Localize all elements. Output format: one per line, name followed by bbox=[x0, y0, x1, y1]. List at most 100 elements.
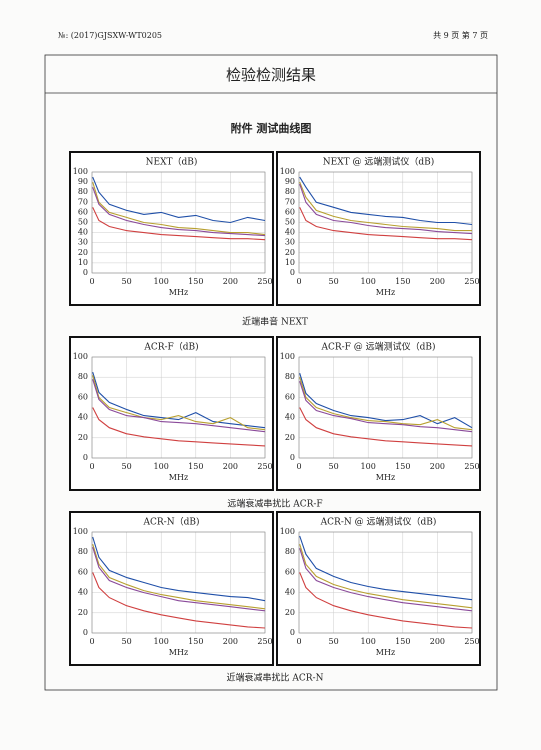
x-axis-label: MHz bbox=[376, 473, 395, 482]
y-tick-label: 80 bbox=[285, 187, 295, 196]
series-line bbox=[299, 572, 473, 629]
series-line bbox=[92, 546, 266, 612]
series-line bbox=[299, 543, 473, 609]
chart-title: ACR-F（dB) bbox=[143, 342, 198, 353]
y-tick-label: 0 bbox=[83, 453, 88, 462]
series-line bbox=[299, 381, 473, 433]
x-axis-label: MHz bbox=[376, 288, 395, 297]
x-tick-label: 150 bbox=[395, 277, 410, 286]
x-tick-label: 150 bbox=[188, 462, 203, 471]
y-tick-label: 80 bbox=[78, 372, 88, 381]
y-tick-label: 60 bbox=[285, 392, 295, 401]
chart-frame bbox=[69, 336, 274, 491]
series-line bbox=[92, 375, 266, 431]
y-tick-label: 90 bbox=[285, 177, 295, 186]
series-line bbox=[299, 377, 473, 431]
series-line bbox=[299, 535, 473, 601]
y-tick-label: 20 bbox=[78, 608, 88, 617]
caption: 近端衰减串扰比 ACR-N bbox=[227, 672, 324, 684]
plot-area bbox=[298, 531, 473, 634]
series-line bbox=[92, 536, 266, 602]
series-line bbox=[299, 207, 473, 241]
x-tick-label: 200 bbox=[430, 277, 445, 286]
x-tick-label: 250 bbox=[257, 277, 272, 286]
y-tick-label: 70 bbox=[285, 197, 295, 206]
plot-area bbox=[91, 171, 266, 274]
x-tick-label: 200 bbox=[223, 637, 238, 646]
x-axis-label: MHz bbox=[169, 288, 188, 297]
x-tick-label: 250 bbox=[257, 462, 272, 471]
x-tick-label: 100 bbox=[361, 277, 376, 286]
series-line bbox=[92, 371, 266, 429]
series-line bbox=[92, 187, 266, 237]
y-tick-label: 100 bbox=[280, 352, 295, 361]
series-line bbox=[92, 407, 266, 447]
y-tick-label: 0 bbox=[83, 628, 88, 637]
y-tick-label: 30 bbox=[285, 238, 295, 247]
x-tick-label: 0 bbox=[89, 277, 94, 286]
doc-title: 检验检测结果 bbox=[226, 66, 316, 84]
chart-frame bbox=[276, 336, 481, 491]
y-tick-label: 60 bbox=[78, 392, 88, 401]
x-tick-label: 50 bbox=[122, 462, 132, 471]
y-tick-label: 50 bbox=[78, 218, 88, 227]
chart-title: NEXT（dB) bbox=[146, 157, 198, 168]
y-tick-label: 20 bbox=[285, 248, 295, 257]
x-axis-label: MHz bbox=[169, 648, 188, 657]
x-axis-label: MHz bbox=[169, 473, 188, 482]
x-tick-label: 0 bbox=[89, 637, 94, 646]
x-tick-label: 0 bbox=[296, 462, 301, 471]
plot-area bbox=[91, 531, 266, 634]
x-tick-label: 200 bbox=[430, 637, 445, 646]
y-tick-label: 50 bbox=[285, 218, 295, 227]
x-tick-label: 50 bbox=[329, 637, 339, 646]
x-axis-label: MHz bbox=[376, 648, 395, 657]
y-tick-label: 100 bbox=[280, 527, 295, 536]
y-tick-label: 40 bbox=[78, 413, 88, 422]
x-tick-label: 200 bbox=[223, 462, 238, 471]
x-tick-label: 0 bbox=[89, 462, 94, 471]
x-tick-label: 150 bbox=[188, 277, 203, 286]
y-tick-label: 80 bbox=[285, 547, 295, 556]
x-tick-label: 250 bbox=[464, 277, 479, 286]
y-tick-label: 20 bbox=[78, 433, 88, 442]
x-tick-label: 100 bbox=[154, 462, 169, 471]
y-tick-label: 100 bbox=[73, 352, 88, 361]
y-tick-label: 40 bbox=[78, 588, 88, 597]
series-line bbox=[299, 548, 473, 612]
y-tick-label: 0 bbox=[290, 628, 295, 637]
series-line bbox=[92, 207, 266, 241]
plot-area bbox=[91, 356, 266, 459]
x-tick-label: 150 bbox=[395, 637, 410, 646]
y-tick-label: 40 bbox=[78, 228, 88, 237]
y-tick-label: 100 bbox=[73, 527, 88, 536]
y-tick-label: 80 bbox=[78, 547, 88, 556]
series-line bbox=[299, 181, 472, 232]
y-tick-label: 70 bbox=[78, 197, 88, 206]
x-tick-label: 250 bbox=[257, 637, 272, 646]
chart-title: ACR-N（dB) bbox=[143, 517, 200, 528]
series-line bbox=[92, 572, 266, 629]
caption: 远端衰减串扰比 ACR-F bbox=[227, 498, 322, 510]
y-tick-label: 60 bbox=[78, 567, 88, 576]
caption: 近端串音 NEXT bbox=[242, 316, 308, 328]
series-line bbox=[92, 181, 266, 236]
x-tick-label: 100 bbox=[154, 277, 169, 286]
series-line bbox=[299, 373, 473, 429]
series-line bbox=[92, 176, 266, 224]
x-tick-label: 200 bbox=[430, 462, 445, 471]
y-tick-label: 30 bbox=[78, 238, 88, 247]
chart-title: ACR-F @ 远端测试仪（dB) bbox=[320, 341, 435, 353]
y-tick-label: 80 bbox=[285, 372, 295, 381]
frame bbox=[44, 54, 498, 691]
y-tick-label: 80 bbox=[78, 187, 88, 196]
doc-subtitle: 附件 测试曲线图 bbox=[231, 121, 312, 135]
y-tick-label: 60 bbox=[285, 207, 295, 216]
y-tick-label: 100 bbox=[73, 167, 88, 176]
series-line bbox=[299, 176, 473, 226]
y-tick-label: 10 bbox=[285, 258, 295, 267]
x-tick-label: 50 bbox=[329, 462, 339, 471]
x-tick-label: 150 bbox=[188, 637, 203, 646]
